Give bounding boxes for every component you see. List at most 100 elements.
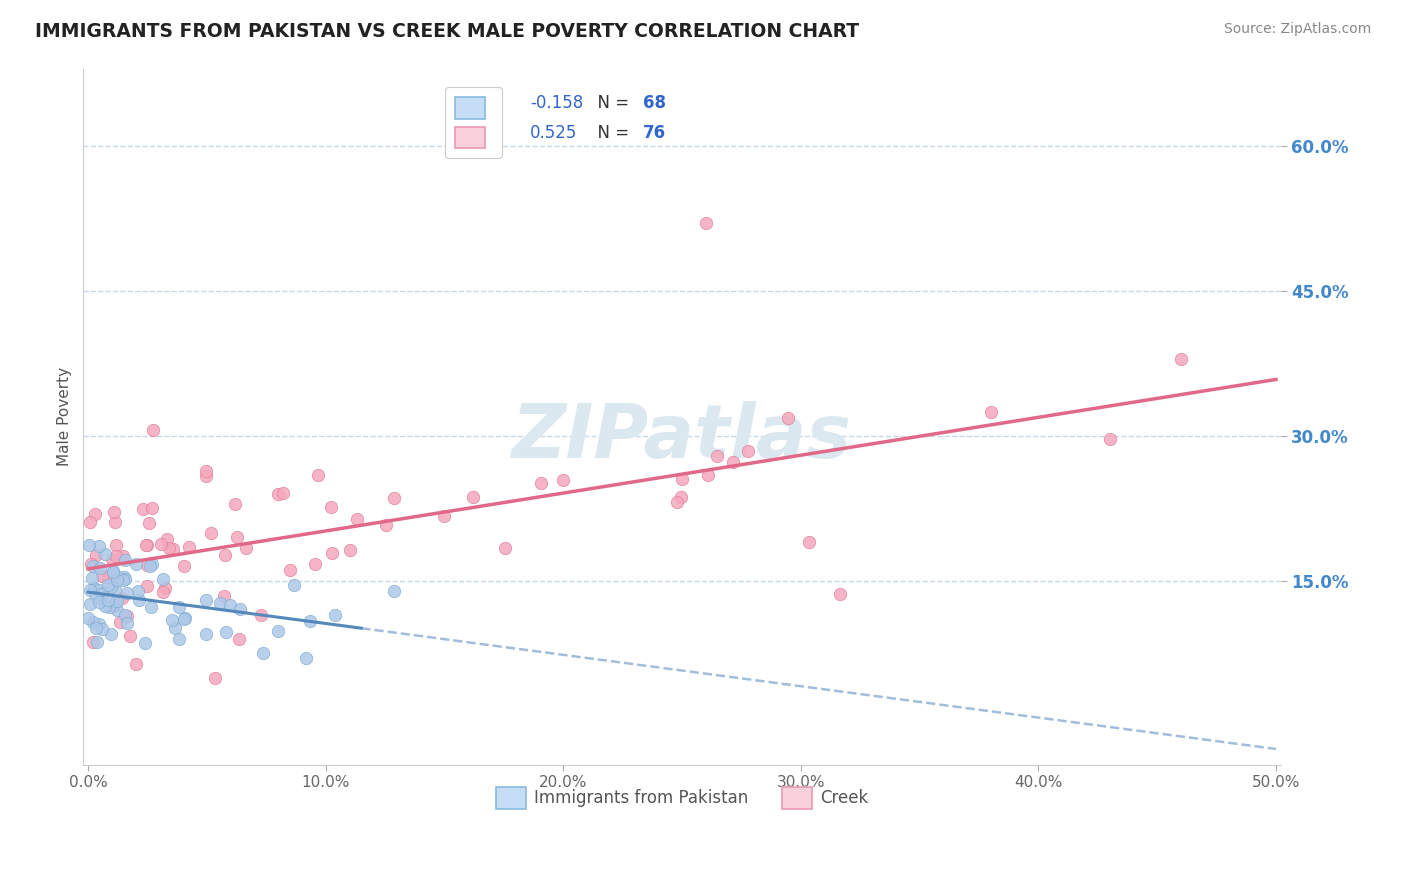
Point [212, 589, 235, 603]
Point [112, 549, 135, 563]
Point [132, 502, 155, 516]
Text: N =: N = [588, 124, 634, 142]
Point [135, 537, 157, 551]
Point [101, 552, 124, 566]
Point [125, 657, 148, 671]
Point [271, 486, 294, 500]
Text: ZIPatlas: ZIPatlas [512, 401, 852, 474]
Point [433, 508, 456, 523]
Point [141, 557, 163, 571]
Point [90, 586, 112, 600]
Point [138, 516, 160, 530]
Point [141, 500, 163, 515]
Point [339, 543, 361, 558]
Point [90, 623, 112, 637]
Point [120, 629, 142, 643]
Point [797, 535, 820, 549]
Point [77, 538, 100, 552]
Point [194, 593, 217, 607]
Point [737, 444, 759, 458]
Point [1098, 432, 1121, 446]
Point [100, 627, 122, 641]
Point [139, 600, 162, 615]
Point [215, 624, 238, 639]
Point [84, 590, 107, 604]
Point [136, 579, 159, 593]
Point [218, 598, 240, 612]
Point [165, 621, 187, 635]
Point [84, 548, 107, 562]
Point [307, 468, 329, 483]
Point [463, 491, 485, 505]
Point [87, 539, 110, 553]
Point [83, 582, 105, 596]
Point [84, 621, 107, 635]
Point [105, 573, 128, 587]
Point [105, 594, 128, 608]
Point [1170, 351, 1192, 366]
Y-axis label: Male Poverty: Male Poverty [58, 367, 72, 467]
Point [173, 611, 195, 625]
Point [323, 608, 346, 623]
Point [91, 568, 114, 582]
Point [200, 526, 222, 541]
Point [529, 476, 551, 491]
Point [382, 584, 405, 599]
Point [82, 635, 104, 649]
Point [97, 578, 120, 592]
Point [177, 540, 200, 554]
Point [226, 530, 249, 544]
Point [250, 608, 273, 623]
Point [114, 607, 136, 622]
Point [321, 500, 343, 514]
Point [101, 564, 124, 578]
Point [382, 491, 405, 505]
Point [114, 572, 136, 586]
Point [235, 541, 257, 555]
Point [79, 515, 101, 529]
Point [79, 583, 101, 598]
Point [104, 538, 127, 552]
Point [82, 615, 104, 629]
Point [167, 600, 190, 615]
Text: R =: R = [472, 95, 509, 112]
Text: 76: 76 [643, 124, 665, 142]
Point [115, 616, 138, 631]
Point [87, 595, 110, 609]
Point [115, 586, 138, 600]
Point [104, 516, 127, 530]
Text: Source: ZipAtlas.com: Source: ZipAtlas.com [1223, 22, 1371, 37]
Point [90, 587, 112, 601]
Point [346, 512, 368, 526]
Point [152, 572, 174, 586]
Point [114, 552, 136, 566]
Point [149, 537, 172, 551]
Point [136, 558, 159, 572]
Point [776, 411, 799, 425]
Point [87, 582, 110, 597]
Point [228, 632, 250, 646]
Point [830, 587, 852, 601]
Point [283, 578, 305, 592]
Point [112, 570, 135, 584]
Point [299, 615, 322, 629]
Point [204, 671, 226, 685]
Point [103, 599, 125, 613]
Point [152, 585, 174, 599]
Point [157, 541, 180, 555]
Point [93, 599, 115, 614]
Text: 0.525: 0.525 [530, 124, 578, 142]
Point [125, 557, 148, 571]
Point [173, 558, 195, 573]
Point [77, 611, 100, 625]
Point [278, 563, 301, 577]
Point [267, 624, 290, 639]
Point [174, 611, 197, 625]
Point [494, 541, 516, 555]
Point [665, 495, 688, 509]
Point [267, 487, 290, 501]
Point [79, 557, 101, 571]
Point [195, 468, 218, 483]
Point [980, 405, 1002, 419]
Point [100, 580, 122, 594]
